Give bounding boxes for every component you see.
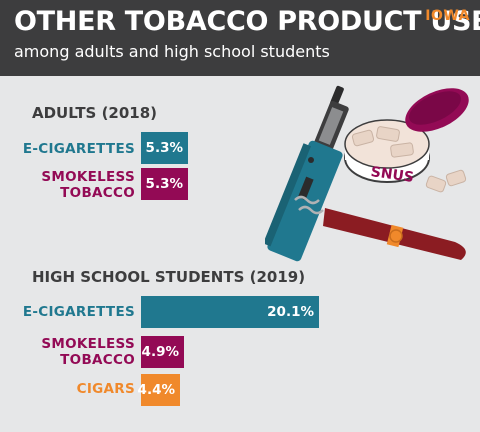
students-smokeless-value: 4.9% — [141, 344, 179, 360]
snus-tin-icon: SNUS — [344, 88, 469, 193]
adults-section-title: ADULTS (2018) — [32, 104, 158, 122]
students-ecig-label: E-CIGARETTES — [22, 304, 135, 320]
adults-smokeless-label: SMOKELESS TOBACCO — [41, 169, 135, 201]
students-ecig-bar: 20.1% — [141, 296, 319, 328]
state-label: IOWA — [425, 8, 470, 24]
students-cigars-label: CIGARS — [76, 381, 135, 397]
cigar-icon — [294, 195, 466, 260]
students-smokeless-label: SMOKELESS TOBACCO — [41, 336, 135, 368]
page-subtitle: among adults and high school students — [14, 42, 330, 61]
adults-smokeless-value: 5.3% — [145, 176, 183, 192]
students-cigars-bar: 4.4% — [137, 374, 180, 406]
students-ecig-value: 20.1% — [267, 304, 314, 320]
e-cigarette-icon — [265, 85, 349, 262]
adults-smokeless-bar: 5.3% — [141, 168, 188, 200]
snus-label: SNUS — [370, 164, 415, 186]
tobacco-illustration: SNUS — [265, 85, 469, 262]
students-section-title: HIGH SCHOOL STUDENTS (2019) — [32, 268, 306, 286]
students-smokeless-bar: 4.9% — [141, 336, 184, 368]
page-title: OTHER TOBACCO PRODUCT USE — [14, 6, 480, 37]
students-cigars-value: 4.4% — [137, 382, 175, 398]
adults-ecig-bar: 5.3% — [141, 132, 188, 164]
adults-ecig-value: 5.3% — [145, 140, 183, 156]
header-banner: OTHER TOBACCO PRODUCT USE among adults a… — [0, 0, 480, 76]
adults-ecig-label: E-CIGARETTES — [22, 141, 135, 157]
